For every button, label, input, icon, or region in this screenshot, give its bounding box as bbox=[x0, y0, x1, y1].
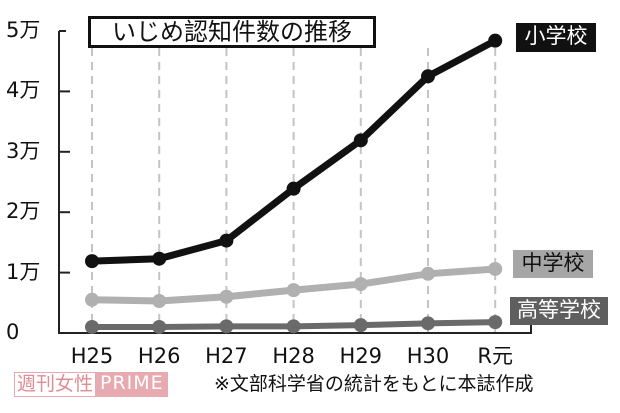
y-tick-label: 1万 bbox=[6, 259, 41, 284]
data-point bbox=[219, 289, 234, 304]
y-tick-label: 2万 bbox=[6, 199, 41, 224]
data-point bbox=[85, 292, 99, 307]
data-point bbox=[353, 133, 368, 148]
brand-logo: 週刊女性 PRIME bbox=[14, 372, 168, 397]
data-point bbox=[488, 261, 503, 276]
chart-title: いじめ認知件数の推移 bbox=[88, 16, 376, 48]
data-point bbox=[152, 251, 167, 266]
x-tick-label: H30 bbox=[406, 344, 450, 368]
data-point bbox=[152, 319, 167, 334]
data-point bbox=[219, 233, 234, 248]
x-tick-label: H26 bbox=[137, 344, 181, 368]
y-tick-label: 3万 bbox=[6, 138, 41, 163]
data-point bbox=[152, 293, 167, 308]
y-tick-label: 5万 bbox=[6, 18, 41, 42]
data-point bbox=[421, 316, 435, 331]
data-point bbox=[488, 33, 503, 48]
data-point bbox=[85, 254, 99, 269]
y-tick-label: 4万 bbox=[6, 78, 41, 103]
data-point bbox=[219, 319, 234, 334]
legend-elementary-school: 小学校 bbox=[516, 23, 596, 52]
logo-text-shukan-josei: 週刊女性 bbox=[14, 372, 97, 397]
data-point bbox=[421, 266, 435, 281]
data-point bbox=[286, 283, 301, 298]
x-tick-label: H29 bbox=[339, 344, 383, 368]
data-point bbox=[353, 318, 368, 333]
legend-middle-school: 中学校 bbox=[513, 250, 593, 278]
x-tick-label: H27 bbox=[205, 344, 248, 368]
y-tick-label: 0 bbox=[6, 320, 20, 344]
data-point bbox=[286, 181, 301, 196]
x-tick-label: H25 bbox=[70, 344, 114, 368]
legend-high-school: 高等学校 bbox=[510, 297, 608, 325]
x-tick-label: R元 bbox=[477, 344, 513, 368]
data-point bbox=[85, 319, 99, 334]
source-note: ※文部科学省の統計をもとに本誌作成 bbox=[214, 373, 534, 395]
x-tick-label: H28 bbox=[272, 344, 315, 368]
data-point bbox=[488, 315, 503, 330]
data-point bbox=[286, 319, 301, 334]
logo-text-prime: PRIME bbox=[96, 372, 168, 397]
data-point bbox=[421, 69, 435, 84]
data-point bbox=[353, 277, 368, 292]
